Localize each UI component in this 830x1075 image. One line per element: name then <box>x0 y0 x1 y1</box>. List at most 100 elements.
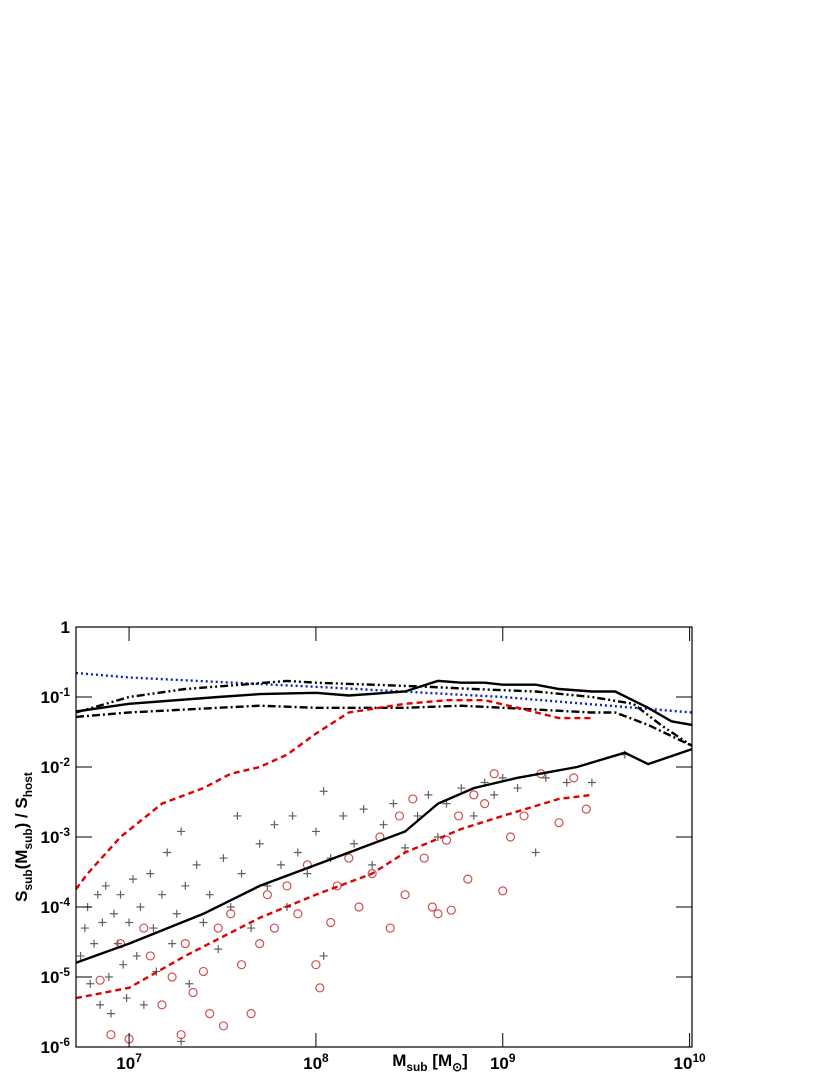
plus-point <box>513 784 522 793</box>
plus-point <box>119 960 128 969</box>
line-series <box>75 671 693 714</box>
plus-point <box>199 918 208 927</box>
circle-point <box>385 923 395 933</box>
circle-point <box>269 923 280 933</box>
plus-point <box>98 918 107 927</box>
plus-point <box>181 881 190 890</box>
plus-point <box>136 903 145 911</box>
plus-point <box>214 945 223 954</box>
x-tick-label: 1010 <box>674 1051 707 1073</box>
circle-point <box>236 960 247 970</box>
plus-point <box>339 811 348 820</box>
circle-point <box>469 790 479 800</box>
plus-point <box>319 787 328 796</box>
circle-point <box>145 951 155 961</box>
plus-point <box>379 820 388 829</box>
circle-point <box>326 917 336 928</box>
plus-point <box>457 784 466 793</box>
circle-point <box>569 773 579 783</box>
circle-point <box>176 1030 186 1040</box>
circle-point <box>332 881 342 891</box>
circle-point <box>446 905 456 915</box>
circle-point <box>315 983 325 993</box>
plus-point <box>80 924 89 933</box>
line-series <box>75 704 693 747</box>
plus-point <box>401 843 410 852</box>
plus-point <box>172 909 181 918</box>
plus-point <box>276 860 285 869</box>
plus-point <box>389 799 398 808</box>
circle-point <box>139 923 149 933</box>
circle-point <box>95 975 105 985</box>
circle-point <box>180 939 190 949</box>
line-series <box>75 793 593 1000</box>
plus-point <box>368 860 377 869</box>
circle-point <box>581 804 591 814</box>
plus-point <box>109 909 118 918</box>
plus-point <box>490 790 499 799</box>
x-axis-label: Msub [M⊙] <box>392 1051 468 1074</box>
plus-point <box>139 1000 148 1009</box>
x-tick-label: 109 <box>490 1051 516 1073</box>
plus-point <box>413 811 422 820</box>
line-series <box>75 679 693 727</box>
circle-point <box>213 923 223 933</box>
circle-point <box>311 960 321 970</box>
plus-point <box>149 924 158 933</box>
circle-point <box>282 881 292 891</box>
plus-point <box>359 805 368 814</box>
circle-point <box>480 799 490 809</box>
plus-point <box>350 839 359 848</box>
circle-point <box>255 939 265 949</box>
line-series <box>75 747 693 964</box>
circle-point <box>427 902 437 912</box>
circle-point <box>226 909 236 919</box>
circle-point <box>188 987 198 998</box>
circle-point <box>400 890 410 900</box>
y-tick-label: 10-1 <box>41 685 71 707</box>
circle-point <box>218 1021 229 1031</box>
x-tick-label: 108 <box>303 1051 329 1073</box>
y-tick-label: 10-3 <box>41 825 71 847</box>
plus-point <box>270 820 279 829</box>
plus-point <box>90 939 99 948</box>
plus-point <box>146 869 155 878</box>
circle-point <box>419 853 429 863</box>
circle-point <box>246 1009 256 1019</box>
circle-point <box>293 909 303 919</box>
plus-point <box>303 869 312 878</box>
y-tick-label: 10-2 <box>41 755 71 777</box>
plus-point <box>219 854 228 863</box>
circle-point <box>505 832 516 842</box>
plus-point <box>104 973 113 981</box>
plus-point <box>424 790 433 799</box>
plus-point <box>469 811 478 820</box>
plus-point <box>177 827 186 836</box>
plus-point <box>247 924 256 933</box>
circle-point <box>262 890 272 900</box>
circle-point <box>463 874 473 884</box>
plus-point <box>541 773 550 782</box>
circle-point <box>498 886 508 896</box>
x-tick-label: 107 <box>116 1051 142 1073</box>
circle-point <box>554 818 564 828</box>
plus-point <box>293 848 302 857</box>
y-tick-label: 10-5 <box>41 965 71 987</box>
plus-point <box>96 1000 105 1009</box>
line-series <box>75 699 592 890</box>
plus-point <box>311 827 320 836</box>
circle-point <box>433 909 443 919</box>
y-tick-label: 1 <box>61 618 70 637</box>
plus-point <box>587 778 596 787</box>
circle-point <box>453 811 464 821</box>
plus-point <box>129 875 138 884</box>
plus-point <box>122 994 131 1003</box>
plus-point <box>76 951 85 960</box>
circle-point <box>354 902 364 912</box>
plus-point <box>192 860 201 869</box>
plus-point <box>157 890 166 899</box>
y-tick-label: 10-6 <box>41 1035 71 1057</box>
plus-point <box>562 778 571 787</box>
plus-point <box>106 1009 115 1018</box>
